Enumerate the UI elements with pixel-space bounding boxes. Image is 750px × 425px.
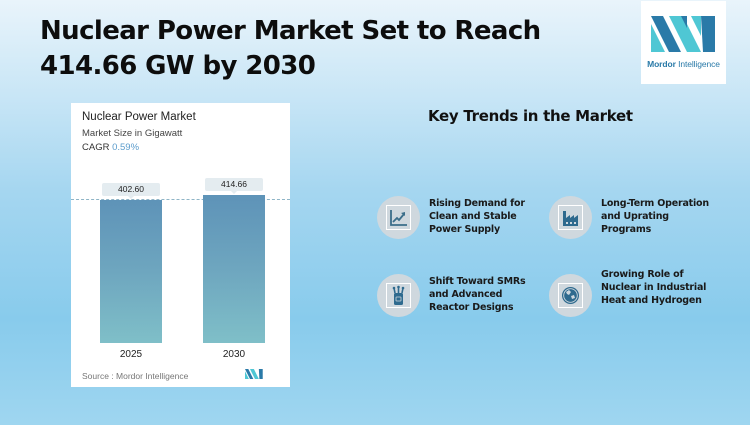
chart-subtitle: Market Size in Gigawatt: [82, 128, 183, 139]
trend-text: Shift Toward SMRs and Advanced Reactor D…: [429, 276, 526, 313]
reactor-module-icon: [392, 285, 405, 305]
factory-icon: [563, 211, 578, 226]
reference-dashed-line: [71, 199, 290, 200]
bar-value-label-2030: 414.66: [205, 178, 263, 194]
x-label-2025: 2025: [119, 349, 143, 360]
mini-logo-icon: [245, 369, 263, 379]
globe-icon: [562, 287, 579, 304]
x-label-2030: 2030: [222, 349, 246, 360]
mordor-intelligence-logo: Mordor Intelligence: [641, 1, 726, 84]
title-line-2: 414.66 GW by 2030: [40, 51, 316, 81]
trend-text: Growing Role of Nuclear in Industrial He…: [601, 269, 707, 306]
logo-text: Mordor Intelligence: [647, 59, 720, 69]
chart-title: Nuclear Power Market: [82, 111, 196, 123]
trends-title: Key Trends in the Market: [428, 107, 633, 125]
cagr-label: CAGR: [82, 142, 110, 153]
page-title: Nuclear Power Market Set to Reach 414.66…: [40, 14, 580, 84]
cagr-text: CAGR 0.59%: [82, 142, 139, 153]
bar-2025: [100, 200, 162, 343]
logo-mark-icon: [651, 16, 715, 52]
trend-text: Long-Term Operation and Uprating Program…: [601, 198, 709, 235]
title-line-1: Nuclear Power Market Set to Reach: [40, 16, 541, 46]
bar-value-label-2025: 402.60: [102, 183, 160, 199]
chart-card: Nuclear Power Market Market Size in Giga…: [71, 103, 290, 387]
chart-source: Source : Mordor Intelligence: [82, 371, 189, 381]
bar-2030: [203, 195, 265, 343]
line-chart-icon: [390, 210, 407, 226]
trend-text: Rising Demand for Clean and Stable Power…: [429, 198, 525, 235]
cagr-value: 0.59%: [112, 142, 140, 153]
